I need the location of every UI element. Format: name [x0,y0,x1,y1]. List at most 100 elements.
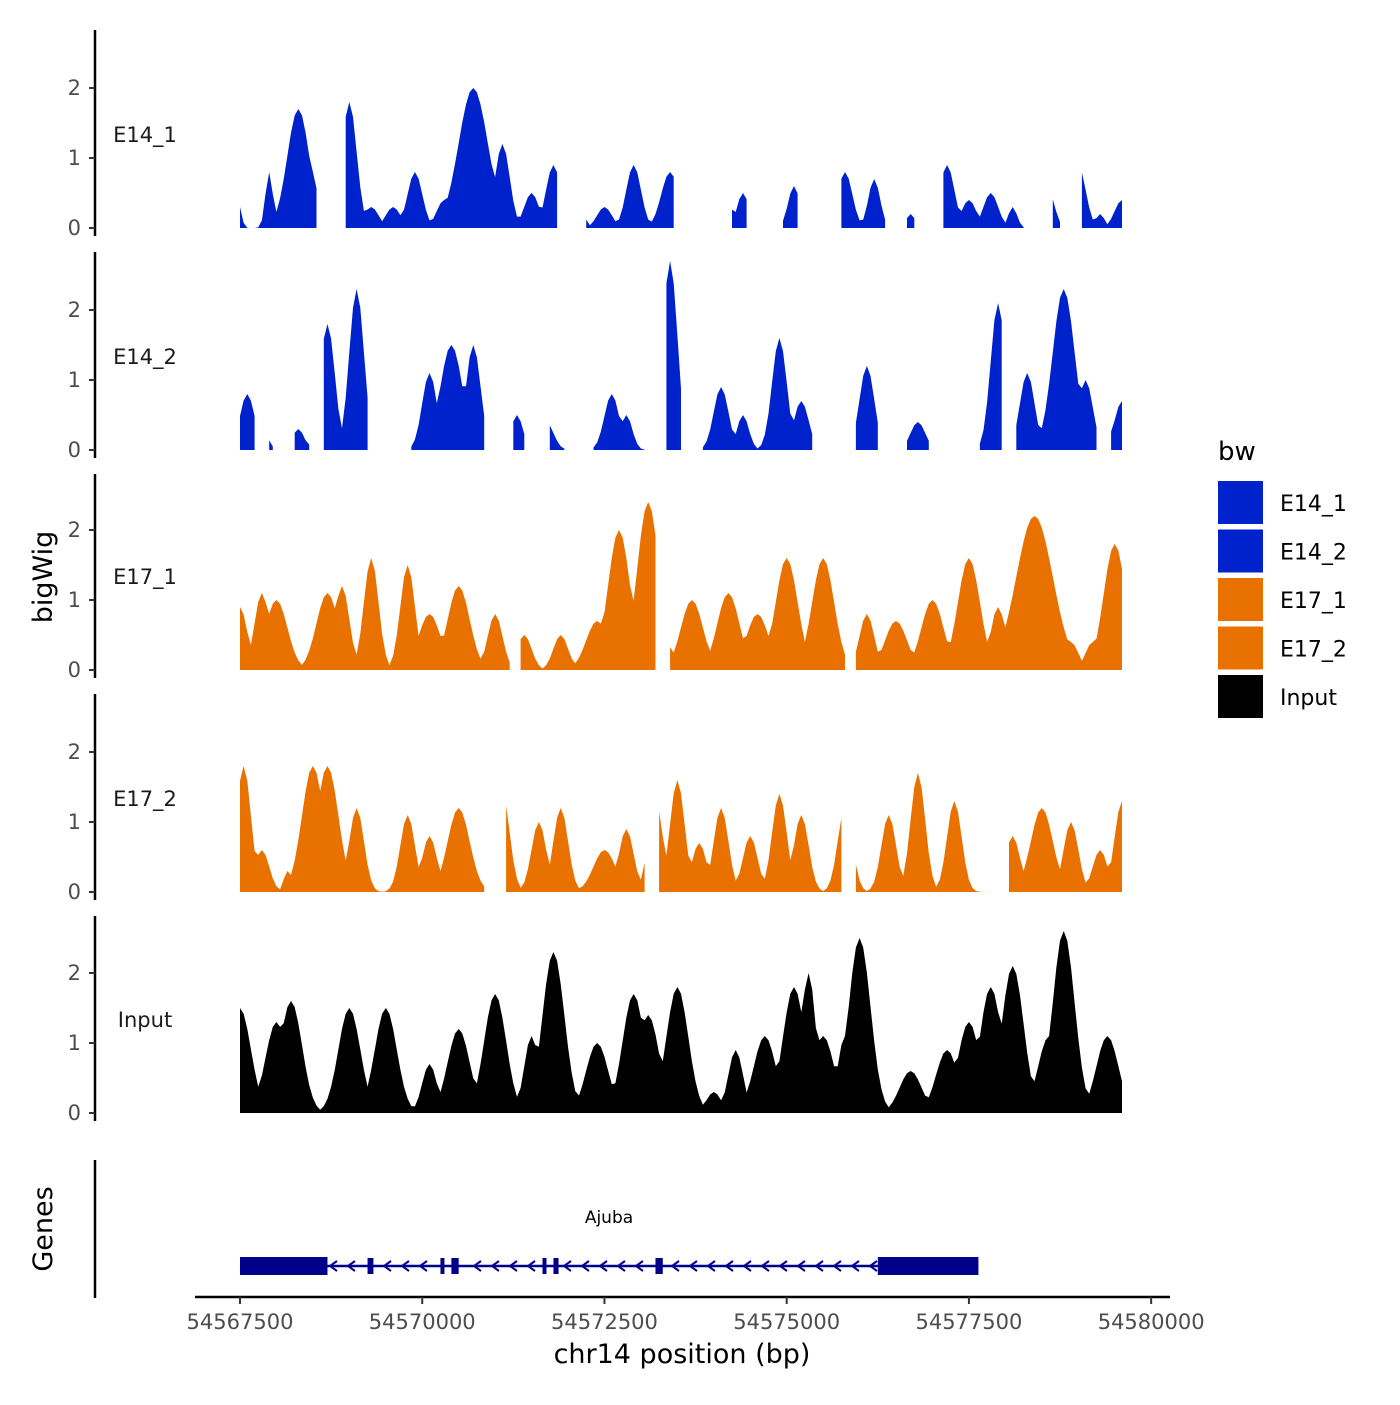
strand-arrow [778,1260,788,1272]
strand-arrow [616,1260,626,1272]
x-tick-label: 54570000 [369,1310,476,1334]
track-panel-Input: 0 1 2 Input [68,916,1122,1125]
signal-area-E14_2 [323,289,368,450]
x-axis: 54567500 54570000 54572500 54575000 54577500… [187,1295,1205,1334]
x-tick-label: 54567500 [187,1310,294,1334]
strand-arrow [382,1260,392,1272]
legend-swatch-Input [1218,675,1263,718]
gene-exon [553,1258,559,1274]
track-panel-E14_1: 0 1 2 E14_1 [68,30,1122,240]
signal-area-E17_1 [240,558,510,670]
signal-area-E14_1 [240,109,317,228]
signal-area-E17_2 [506,805,645,892]
legend-label-E14_2: E14_2 [1280,541,1347,566]
track-panels: 0 1 2 E14_1 0 1 2 E14_2 0 1 2 E17_1 0 1 2 E17_2 0 1 2 Input [68,30,1122,1125]
gene-exon [367,1258,374,1274]
y-tick-label: 2 [68,76,81,100]
legend-swatch-E17_2 [1218,626,1263,670]
x-tick-label: 54575000 [733,1310,840,1334]
legend-label-E17_1: E17_1 [1280,589,1347,614]
strand-arrow [688,1260,698,1272]
y-tick-label: 1 [68,810,81,834]
strand-arrow [634,1260,644,1272]
signal-area-E14_1 [1081,172,1122,228]
y-tick-label: 0 [68,438,81,462]
y-tick-label: 1 [68,368,81,392]
signal-area-E14_2 [240,394,255,450]
y-axis-title: bigWig [28,531,59,624]
legend-title: bw [1218,437,1256,467]
signal-area-E14_2 [907,422,929,450]
signal-area-E14_2 [513,415,525,450]
strand-arrow [850,1260,860,1272]
strand-arrow [418,1260,428,1272]
signal-area-E14_1 [943,165,1024,228]
legend-label-E17_2: E17_2 [1280,638,1347,663]
signal-area-E17_2 [659,780,842,892]
strand-arrow [328,1260,338,1272]
signal-area-E14_1 [1052,199,1060,228]
legend-label-Input: Input [1280,686,1337,711]
strand-arrow [562,1260,572,1272]
gene-exon [877,1257,979,1275]
signal-area-E17_2 [1009,801,1122,892]
signal-area-E14_2 [549,425,565,450]
gene-exon [655,1258,663,1274]
signal-area-E17_1 [855,516,1122,670]
y-tick-label: 2 [68,740,81,764]
legend-label-E14_1: E14_1 [1280,492,1347,517]
legend-swatch-E14_1 [1218,481,1263,524]
x-axis-title: chr14 position (bp) [554,1339,811,1370]
signal-area-E14_2 [411,345,485,450]
x-tick-label: 54572500 [551,1310,658,1334]
strand-arrow [472,1260,482,1272]
strand-arrow [724,1260,734,1272]
y-tick-label: 2 [68,961,81,985]
strand-arrow [508,1260,518,1272]
strand-arrow [814,1260,824,1272]
track-label-E17_1: E17_1 [113,565,177,590]
strand-arrow [490,1260,500,1272]
x-tick-label: 54577500 [915,1310,1022,1334]
gene-exon [542,1258,547,1274]
strand-arrow [796,1260,806,1272]
signal-area-E17_2 [855,773,988,892]
strand-arrow [706,1260,716,1272]
legend-swatch-E14_2 [1218,529,1263,573]
signal-area-E14_2 [593,394,645,450]
signal-area-Input [240,931,1122,1113]
y-tick-label: 2 [68,518,81,542]
y-tick-label: 0 [68,1101,81,1125]
strand-arrow [598,1260,608,1272]
signal-area-E17_1 [520,502,656,670]
track-label-Input: Input [118,1008,172,1032]
legend-swatch-E17_1 [1218,578,1263,621]
y-tick-label: 1 [68,1031,81,1055]
strand-arrow [580,1260,590,1272]
signal-area-E14_2 [855,366,878,450]
y-tick-label: 0 [68,880,81,904]
track-label-E17_2: E17_2 [113,787,177,812]
y-tick-label: 0 [68,216,81,240]
strand-arrow [670,1260,680,1272]
signal-area-E14_1 [586,165,674,228]
gene-name-label: Ajuba [585,1208,633,1228]
gene-exon [440,1258,445,1274]
y-tick-label: 1 [68,146,81,170]
signal-area-E14_2 [1016,289,1097,450]
track-panel-E17_1: 0 1 2 E17_1 [68,474,1122,682]
signal-area-E14_2 [294,429,310,450]
signal-area-E14_1 [783,186,798,228]
strand-arrow [526,1260,536,1272]
signal-area-E14_2 [979,303,1002,450]
signal-area-E14_2 [1111,401,1122,450]
strand-arrow [400,1260,410,1272]
signal-area-E14_2 [269,440,273,450]
strand-arrow [760,1260,770,1272]
gene-exon [451,1258,459,1274]
signal-area-E14_2 [702,338,813,450]
legend: bw E14_1 E14_2 E17_1 E17_2 Input [1218,437,1347,718]
signal-area-E17_1 [670,558,845,670]
track-panel-E17_2: 0 1 2 E17_2 [68,694,1122,904]
